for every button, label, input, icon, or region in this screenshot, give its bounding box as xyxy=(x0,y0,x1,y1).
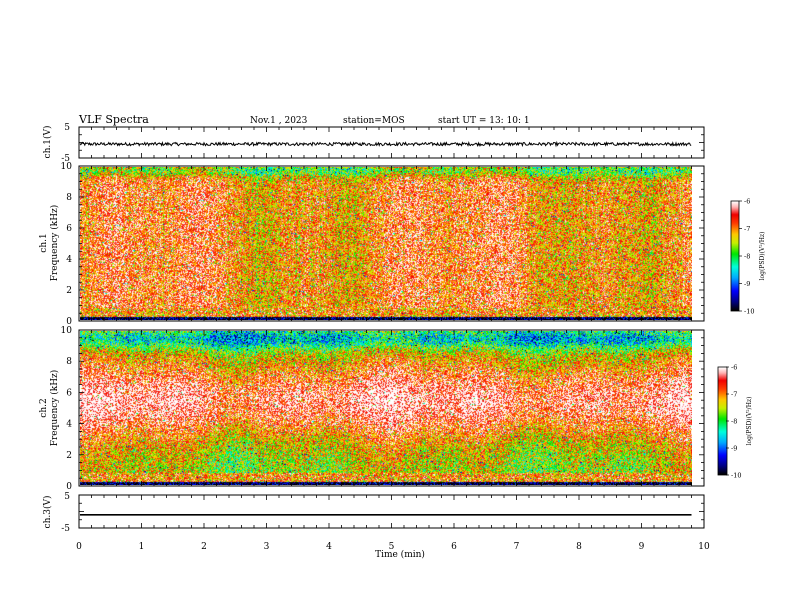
y-tick-label: 2 xyxy=(66,286,72,296)
y-tick-label: 2 xyxy=(66,451,72,461)
x-tick-label: 2 xyxy=(201,542,207,552)
y-tick-label: 0 xyxy=(66,482,72,492)
ch2-colorbar-gradient xyxy=(718,367,727,475)
date-label: Nov.1 , 2023 xyxy=(250,116,308,126)
x-axis-tick-labels: 0 1 2 3 4 5 6 7 8 9 10 xyxy=(76,542,710,552)
ch1-spectrogram-panel: 0 2 4 6 8 10 ch.1 Frequency (kHz) xyxy=(39,162,705,327)
ch1-waveform-panel: 5 -5 ch.1(V) xyxy=(42,123,705,164)
ch1-spectrogram-ticks xyxy=(78,165,705,322)
ch3-waveform-ticks xyxy=(78,494,705,529)
ch2-colorbar: -6 -7 -8 -9 -10 log(PSD)(V²/Hz) xyxy=(717,364,753,480)
x-tick-label: 4 xyxy=(326,542,332,552)
colorbar-tick-label: -6 xyxy=(731,364,737,372)
x-tick-label: 7 xyxy=(514,542,520,552)
ch3-ytick-bottom: -5 xyxy=(61,524,70,534)
ch1-waveform-trace xyxy=(79,140,692,148)
colorbar-tick-label: -6 xyxy=(744,198,750,206)
ch1-spectrogram-ytick-labels: 0 2 4 6 8 10 xyxy=(61,162,73,327)
x-tick-label: 10 xyxy=(698,542,710,552)
colorbar-tick-label: -7 xyxy=(744,225,750,233)
colorbar-tick-label: -8 xyxy=(744,253,750,261)
ch1-colorbar-ticks: -6 -7 -8 -9 -10 xyxy=(739,198,754,316)
x-tick-label: 3 xyxy=(264,542,270,552)
y-tick-label: 10 xyxy=(61,326,73,336)
x-tick-label: 8 xyxy=(576,542,582,552)
ch3-waveform-panel: 5 -5 ch.3(V) xyxy=(42,492,705,534)
x-axis-label: Time (min) xyxy=(375,549,425,560)
y-tick-label: 4 xyxy=(66,420,72,430)
ch1-colorbar-label: log(PSD)(V²/Hz) xyxy=(759,232,766,281)
ch1-ytick-top: 5 xyxy=(64,123,70,133)
y-tick-label: 10 xyxy=(61,162,73,172)
y-tick-label: 8 xyxy=(66,193,72,203)
colorbar-tick-label: -8 xyxy=(731,418,737,426)
ch1-ytick-bottom: -5 xyxy=(61,154,70,164)
ch1-spectrogram-ylabel: Frequency (kHz) xyxy=(49,205,60,282)
x-tick-label: 1 xyxy=(139,542,145,552)
ch1-waveform-ylabel: ch.1(V) xyxy=(42,126,53,159)
x-tick-label: 6 xyxy=(451,542,457,552)
ch2-colorbar-label: log(PSD)(V²/Hz) xyxy=(746,397,753,446)
y-tick-label: 8 xyxy=(66,357,72,367)
y-tick-label: 6 xyxy=(66,388,72,398)
ch3-waveform-ylabel: ch.3(V) xyxy=(42,496,53,529)
x-tick-label: 5 xyxy=(389,542,395,552)
ch2-spectrogram-panel: 0 2 4 6 8 10 ch.2 Frequency (kHz) xyxy=(39,326,705,492)
station-label: station=MOS xyxy=(343,116,405,126)
figure-title: VLF Spectra xyxy=(78,113,149,126)
colorbar-tick-label: -10 xyxy=(731,472,741,480)
x-tick-label: 0 xyxy=(76,542,82,552)
colorbar-tick-label: -7 xyxy=(731,391,737,399)
ch2-spectrogram-ylabel-channel: ch.2 xyxy=(39,398,49,417)
colorbar-tick-label: -9 xyxy=(744,280,750,288)
ch1-waveform-ticks xyxy=(78,126,705,159)
ch2-colorbar-ticks: -6 -7 -8 -9 -10 xyxy=(726,364,741,480)
ch2-spectrogram-ticks xyxy=(78,329,705,487)
ch1-colorbar-gradient xyxy=(731,201,739,311)
ch1-colorbar: -6 -7 -8 -9 -10 log(PSD)(V²/Hz) xyxy=(730,198,766,316)
start-time-label: start UT = 13: 10: 1 xyxy=(438,116,530,126)
ch1-spectrogram-ylabel-channel: ch.1 xyxy=(39,233,49,252)
ch3-ytick-top: 5 xyxy=(64,492,70,502)
colorbar-tick-label: -10 xyxy=(744,308,754,316)
x-tick-label: 9 xyxy=(639,542,645,552)
ch2-spectrogram-ylabel: Frequency (kHz) xyxy=(49,370,60,447)
y-tick-label: 0 xyxy=(66,317,72,327)
y-tick-label: 4 xyxy=(66,255,72,265)
ch2-spectrogram-ytick-labels: 0 2 4 6 8 10 xyxy=(61,326,73,492)
ch1-spectrogram-image xyxy=(80,167,692,320)
colorbar-tick-label: -9 xyxy=(731,445,737,453)
y-tick-label: 6 xyxy=(66,224,72,234)
ch2-spectrogram-image xyxy=(80,331,692,485)
